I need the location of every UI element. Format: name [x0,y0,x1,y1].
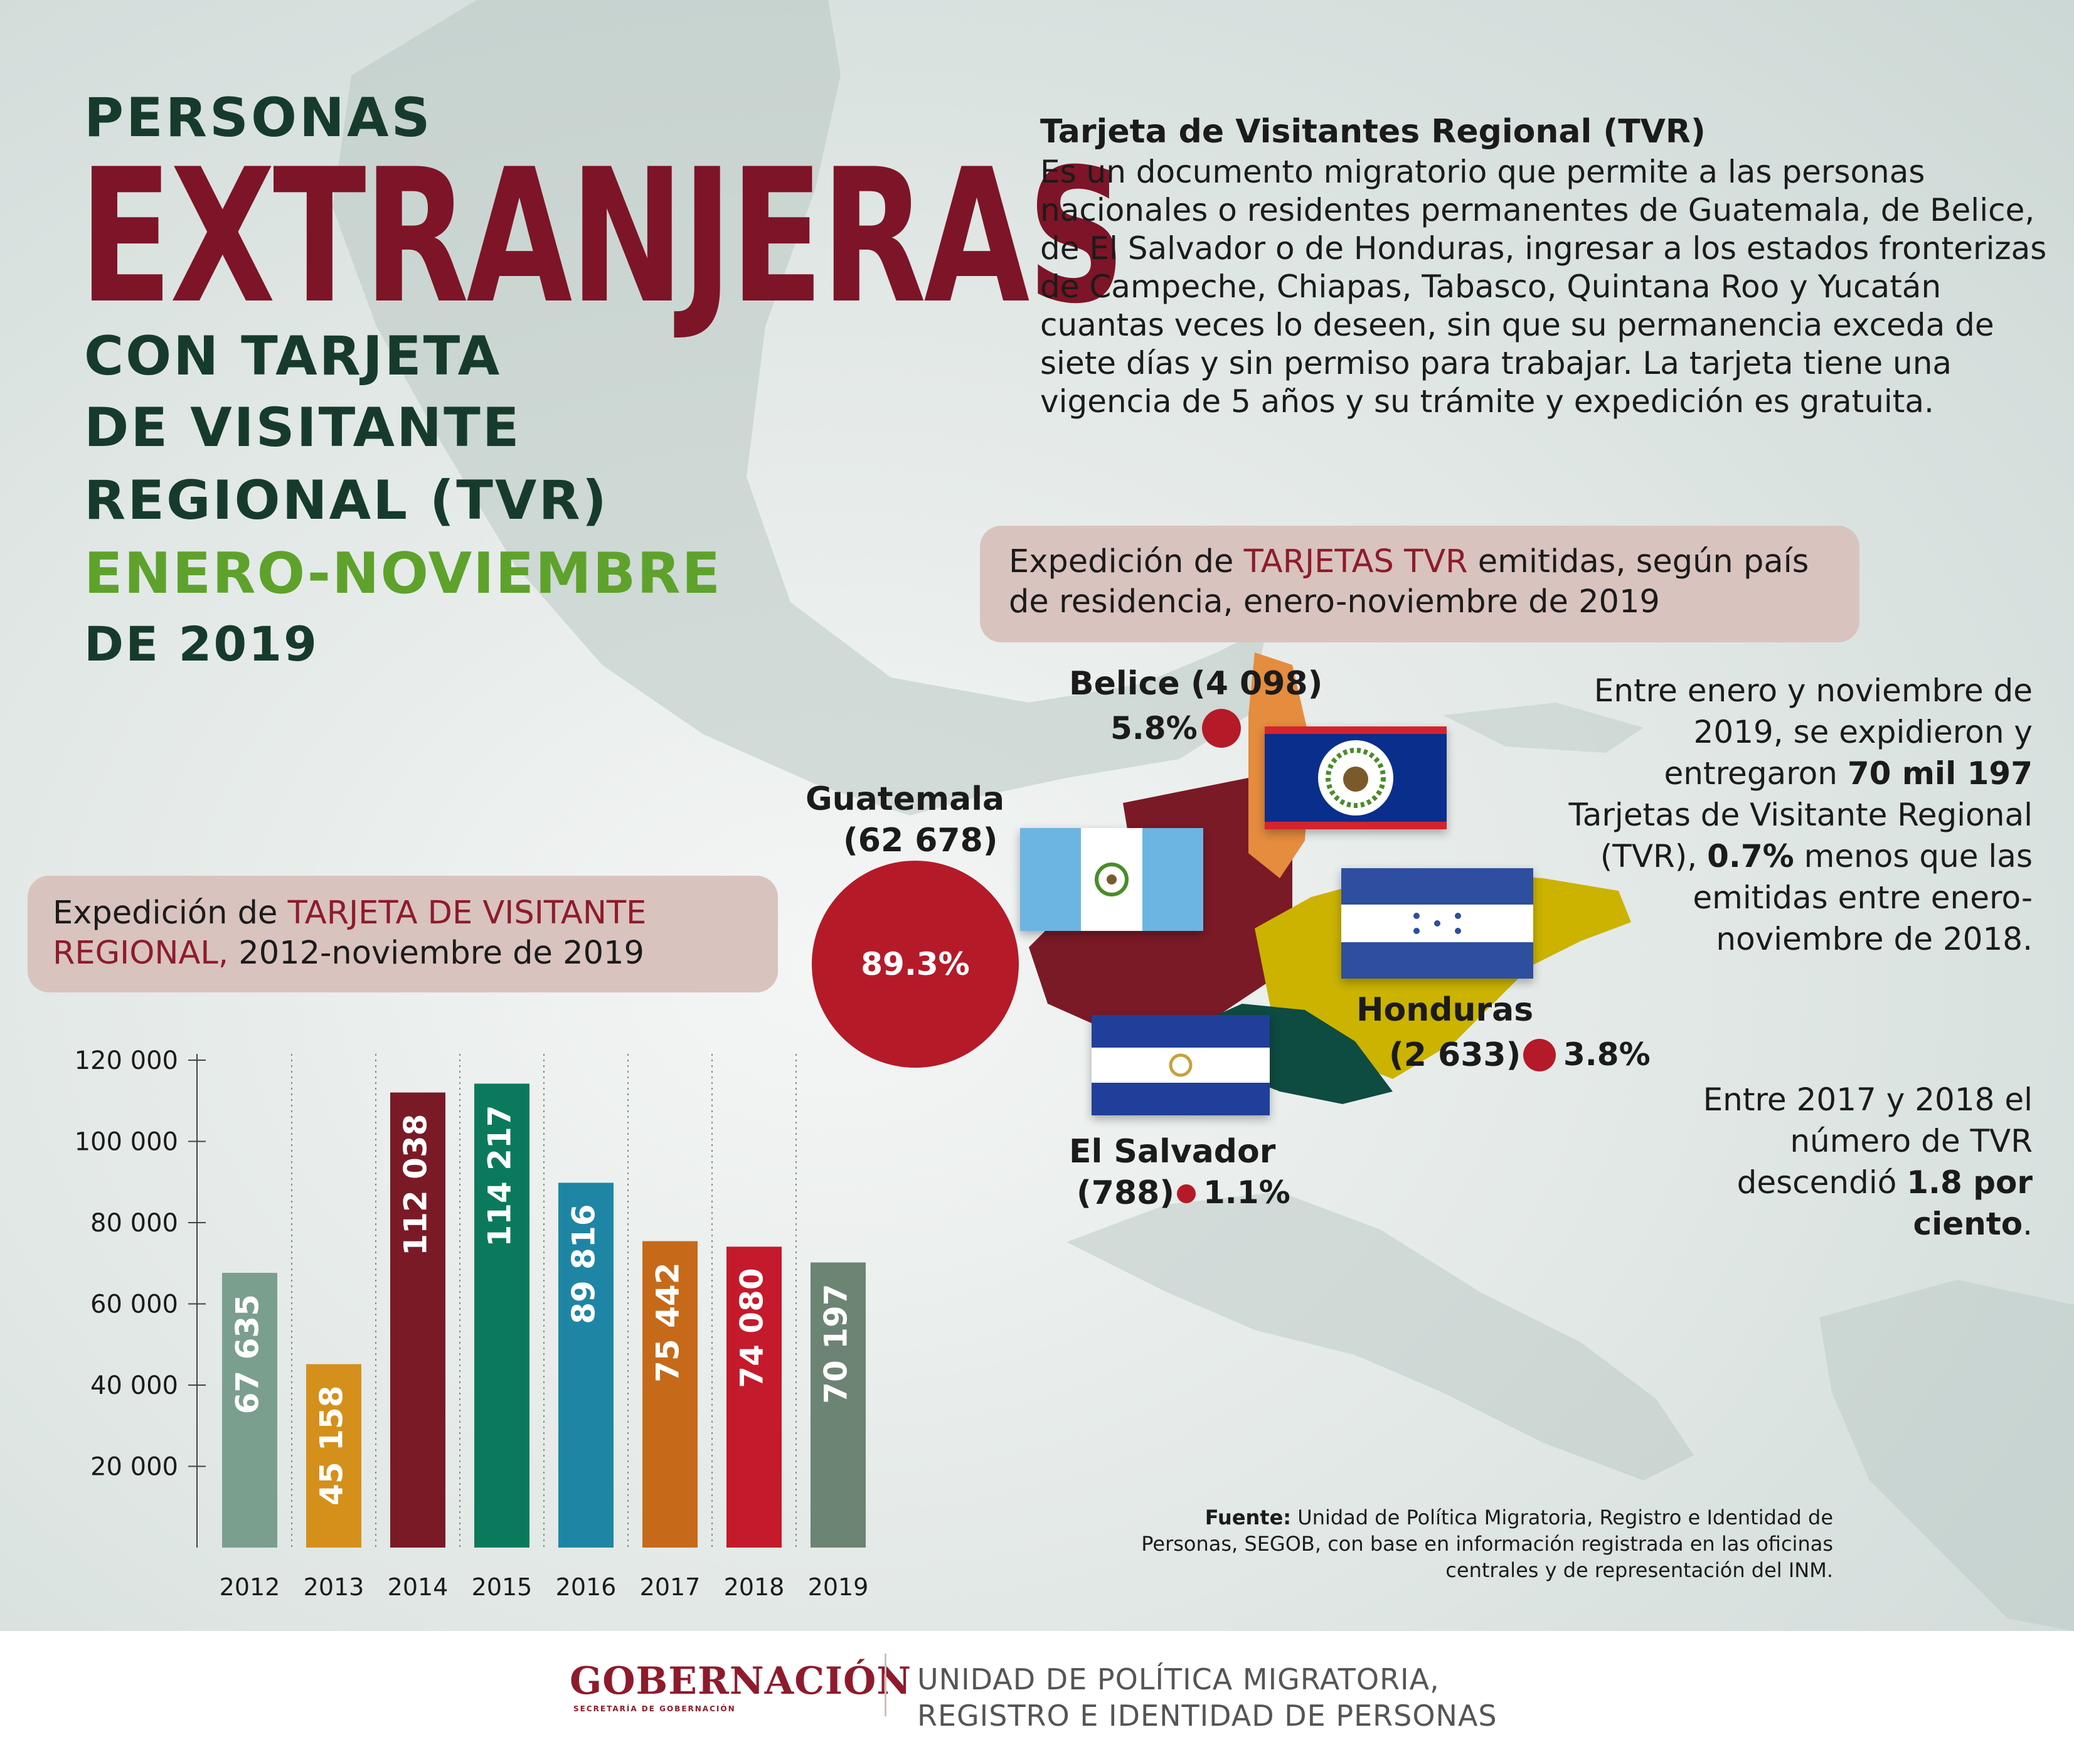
footer-divider [885,1654,886,1716]
bar-chart: 20 000 40 000 60 000 80 000 100 000 120 000 67… [0,1029,903,1625]
map-label-pre: Expedición de [1009,543,1244,580]
bar-chart-label: Expedición de TARJETA DE VISITANTE REGIO… [28,876,778,992]
belize-name: Belice [1069,665,1180,703]
title-line-6: ENERO-NOVIEMBRE [84,541,722,607]
bar-2019 [811,1262,866,1548]
honduras-name: Honduras [1356,991,1534,1029]
title-line-5: REGIONAL (TVR) [84,469,609,532]
flag-belize [1265,726,1447,829]
gobernacion-logo-subtitle: SECRETARÍA DE GOBERNACIÓN [573,1704,736,1713]
x-category-label: 2017 [640,1573,701,1601]
x-category-label: 2015 [472,1573,533,1601]
guatemala-pct-circle: 89.3% [812,861,1019,1068]
x-category-label: 2012 [220,1573,280,1601]
map-section-label: Expedición de TARJETAS TVR emitidas, seg… [980,526,1859,642]
bar-value-label: 70 197 [818,1283,854,1403]
bar-2018 [726,1246,782,1548]
footer-bar [0,1631,2074,1764]
footer-unit-line-2: REGISTRO E IDENTIDAD DE PERSONAS [917,1699,1497,1733]
source-text: Unidad de Política Migratoria, Registro … [1141,1506,1833,1582]
bar-2014 [390,1092,445,1548]
bar-2017 [642,1241,698,1548]
belize-dot [1202,709,1241,748]
y-tick-label: 60 000 [90,1290,178,1319]
map-label-post: emitidas, según país de residencia, ener… [1009,543,1809,620]
title-line-1: PERSONAS [84,87,433,149]
bar-value-label: 67 635 [230,1294,266,1414]
el-salvador-count: (788) [1077,1174,1175,1212]
guatemala-pct: 89.3% [861,946,970,982]
comparison-text-a: Entre 2017 y 2018 el número de TVR desce… [1703,1081,2033,1201]
title-line-2: EXTRANJERAS [79,130,1125,345]
comparison-highlight: 1.8 por ciento [1906,1164,2033,1242]
map-land-central-america [1066,1192,1694,1480]
source-note: Fuente: Unidad de Política Migratoria, R… [1117,1504,1833,1583]
bar-label-post: 2012-noviembre de 2019 [228,935,644,972]
guatemala-count: (62 678) [843,822,998,859]
y-tick-label: 100 000 [75,1128,178,1157]
guatemala-name: Guatemala [806,780,1005,818]
summary-text-c: Tarjetas de Visitante Regional (TVR), [1568,797,2033,874]
x-category-label: 2013 [304,1573,364,1601]
x-category-label: 2018 [724,1573,785,1601]
y-tick-label: 120 000 [75,1046,178,1075]
summary-text-a: Entre enero y noviembre de 2019, se expi… [1593,672,2033,792]
y-tick-label: 20 000 [90,1453,178,1482]
el-salvador-name: El Salvador [1069,1133,1276,1171]
flag-guatemala [1020,828,1203,931]
map-land-caribbean [1443,703,1644,753]
x-category-label: 2016 [556,1573,617,1601]
honduras-dot [1523,1039,1556,1071]
bar-2013 [306,1364,361,1548]
comparison-paragraph: Entre 2017 y 2018 el número de TVR desce… [1681,1079,2033,1245]
bar-value-label: 75 442 [650,1263,686,1383]
belize-pct: 5.8% [1110,710,1198,747]
honduras-pct: 3.8% [1563,1036,1651,1073]
footer-unit-line-1: UNIDAD DE POLÍTICA MIGRATORIA, [917,1662,1440,1696]
flag-el-salvador [1092,1015,1270,1115]
map-land-mexico [332,0,1267,816]
map-label-accent: TARJETAS TVR [1243,543,1468,580]
bar-chart-plot: 20 000 40 000 60 000 80 000 100 000 120 000 67… [75,1046,869,1601]
el-salvador-dot [1177,1184,1196,1203]
el-salvador-pct: 1.1% [1203,1174,1290,1211]
summary-highlight-pct: 0.7% [1707,838,1794,874]
bar-value-label: 45 158 [314,1386,350,1506]
intro-heading: Tarjeta de Visitantes Regional (TVR) [1040,113,1706,151]
comparison-text-c: . [2023,1206,2033,1242]
y-tick-label: 80 000 [90,1209,178,1238]
bar-label-pre: Expedición de [53,895,288,932]
bar-value-label: 74 080 [734,1268,770,1388]
gobernacion-logo: GOBERNACIÓN [570,1659,912,1703]
map-land-south [1819,1280,2074,1631]
source-label: Fuente: [1205,1506,1292,1529]
title-line-3: CON TARJETA [84,325,502,388]
bar-value-label: 112 038 [398,1114,434,1256]
bar-value-label: 89 816 [566,1204,602,1324]
belize-count: (4 098) [1191,665,1323,703]
x-category-label: 2019 [808,1573,869,1601]
bar-label-accent: TARJETA DE VISITANTE REGIONAL, [53,895,647,972]
title-line-7: DE 2019 [84,616,319,672]
summary-highlight-total: 70 mil 197 [1847,755,2033,792]
bar-2012 [222,1273,277,1548]
title-line-4: DE VISITANTE [84,396,521,459]
x-category-label: 2014 [388,1573,449,1601]
summary-text-e: menos que las emitidas entre enero-novie… [1693,838,2033,957]
bar-value-label: 114 217 [482,1105,518,1246]
summary-paragraph: Entre enero y noviembre de 2019, se expi… [1556,670,2033,960]
y-tick-label: 40 000 [90,1371,178,1400]
intro-body: Es un documento migratorio que permite a… [1040,154,2047,420]
bar-2015 [474,1083,529,1548]
bar-2016 [558,1182,614,1548]
honduras-count: (2 633) [1389,1036,1521,1074]
flag-honduras [1341,868,1533,979]
